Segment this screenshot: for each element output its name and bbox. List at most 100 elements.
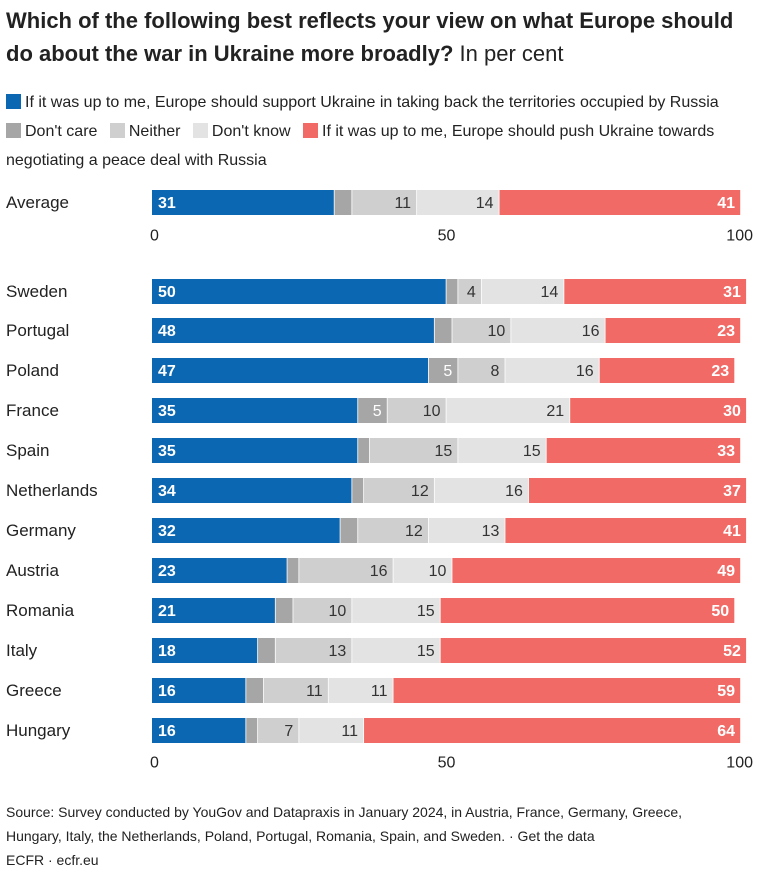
bar-italy-dont_know — [352, 638, 440, 663]
source-line-3: ECFR · ecfr.eu — [6, 852, 99, 868]
data-label-austria-support: 23 — [158, 563, 176, 580]
x-tick-label-0-0: 0 — [150, 228, 159, 245]
data-label-italy-neither: 13 — [328, 643, 346, 660]
legend-label-dont-know: Don't know — [211, 123, 291, 140]
data-label-greece-dont_know: 11 — [371, 683, 388, 700]
bar-spain-push — [546, 438, 741, 463]
x-tick-label-1-50: 50 — [438, 755, 456, 772]
x-tick-label-0-100: 100 — [726, 228, 753, 245]
legend-swatch-neither — [109, 123, 125, 138]
category-label-spain: Spain — [6, 441, 49, 460]
legend-item-push: If it was up to me, Europe should push U… — [6, 123, 714, 169]
bar-romania-dont_know — [352, 598, 440, 623]
bar-average-dont_care — [334, 190, 352, 215]
data-label-netherlands-neither: 12 — [411, 483, 429, 500]
data-label-poland-neither: 8 — [490, 363, 499, 380]
bar-romania-dont_care — [275, 598, 293, 623]
bar-romania-push — [440, 598, 735, 623]
data-label-italy-push: 52 — [723, 643, 741, 660]
bar-portugal-dont_care — [434, 318, 452, 343]
source-line-1: Source: Survey conducted by YouGov and D… — [6, 804, 682, 820]
data-label-portugal-push: 23 — [717, 323, 735, 340]
bar-spain-neither — [369, 438, 458, 463]
bar-romania-support — [152, 598, 275, 623]
data-label-austria-neither: 16 — [370, 563, 388, 580]
bar-spain-support — [152, 438, 358, 463]
data-label-greece-push: 59 — [717, 683, 735, 700]
bar-austria-dont_care — [287, 558, 299, 583]
data-label-average-neither: 11 — [394, 195, 411, 212]
legend-swatch-dont-know — [192, 123, 208, 138]
bar-average-neither — [352, 190, 417, 215]
bar-portugal-push — [605, 318, 741, 343]
category-label-average: Average — [6, 193, 69, 212]
data-label-france-dont_know: 21 — [546, 403, 564, 420]
bar-sweden-dont_care — [446, 279, 458, 304]
x-tick-label-1-100: 100 — [726, 755, 753, 772]
legend-swatch-support — [6, 94, 21, 109]
bar-poland-push — [599, 358, 735, 383]
data-label-poland-dont_care: 5 — [443, 363, 452, 380]
data-label-germany-neither: 12 — [405, 523, 423, 540]
category-label-romania: Romania — [6, 601, 75, 620]
bar-greece-support — [152, 678, 246, 703]
bar-germany-dont_care — [340, 518, 358, 543]
subtitle-text: In per cent — [459, 41, 564, 66]
bar-italy-neither — [275, 638, 352, 663]
data-label-italy-support: 18 — [158, 643, 176, 660]
bar-austria-dont_know — [393, 558, 452, 583]
data-label-germany-push: 41 — [723, 523, 741, 540]
data-label-romania-support: 21 — [158, 603, 176, 620]
data-label-spain-neither: 15 — [434, 443, 452, 460]
bar-sweden-support — [152, 279, 446, 304]
data-label-greece-support: 16 — [158, 683, 176, 700]
bar-france-support — [152, 398, 358, 423]
data-label-poland-dont_know: 16 — [576, 363, 594, 380]
bar-sweden-push — [564, 279, 747, 304]
bar-spain-dont_care — [358, 438, 370, 463]
bar-italy-push — [440, 638, 747, 663]
bar-hungary-neither — [258, 718, 299, 743]
legend-label-push: If it was up to me, Europe should push U… — [6, 123, 715, 169]
data-label-portugal-dont_know: 16 — [582, 323, 600, 340]
bar-germany-support — [152, 518, 340, 543]
data-label-france-neither: 10 — [423, 403, 441, 420]
data-label-average-support: 31 — [158, 195, 176, 212]
bar-average-dont_know — [417, 190, 499, 215]
bar-greece-push — [393, 678, 741, 703]
category-label-portugal: Portugal — [6, 321, 69, 340]
category-label-netherlands: Netherlands — [6, 481, 98, 500]
bar-netherlands-dont_know — [434, 478, 529, 503]
source-note: Source: Survey conducted by YouGov and D… — [6, 800, 766, 872]
legend-item-dont-know: Don't know — [192, 123, 291, 140]
data-label-spain-support: 35 — [158, 443, 176, 460]
bar-germany-push — [505, 518, 747, 543]
bar-netherlands-push — [528, 478, 747, 503]
bar-hungary-dont_care — [246, 718, 258, 743]
data-label-poland-push: 23 — [711, 363, 729, 380]
category-label-poland: Poland — [6, 361, 59, 380]
bar-greece-dont_know — [328, 678, 393, 703]
legend: If it was up to me, Europe should suppor… — [6, 88, 766, 175]
category-label-sweden: Sweden — [6, 282, 67, 301]
data-label-average-dont_know: 14 — [476, 195, 494, 212]
data-label-austria-dont_know: 10 — [429, 563, 447, 580]
title-text: Which of the following best reflects you… — [6, 8, 734, 66]
legend-item-support: If it was up to me, Europe should suppor… — [6, 94, 719, 111]
data-label-portugal-support: 48 — [158, 323, 176, 340]
category-label-italy: Italy — [6, 641, 38, 660]
source-line-2: Hungary, Italy, the Netherlands, Poland,… — [6, 828, 595, 844]
data-label-france-push: 30 — [723, 403, 741, 420]
legend-swatch-dont-care — [6, 123, 21, 138]
bar-hungary-dont_know — [299, 718, 364, 743]
data-label-spain-push: 33 — [717, 443, 735, 460]
bar-italy-support — [152, 638, 258, 663]
bar-netherlands-neither — [364, 478, 434, 503]
legend-item-neither: Neither — [109, 123, 180, 140]
bar-average-support — [152, 190, 334, 215]
bar-hungary-push — [364, 718, 741, 743]
data-label-france-support: 35 — [158, 403, 176, 420]
data-label-france-dont_care: 5 — [373, 403, 382, 420]
bar-greece-dont_care — [246, 678, 264, 703]
